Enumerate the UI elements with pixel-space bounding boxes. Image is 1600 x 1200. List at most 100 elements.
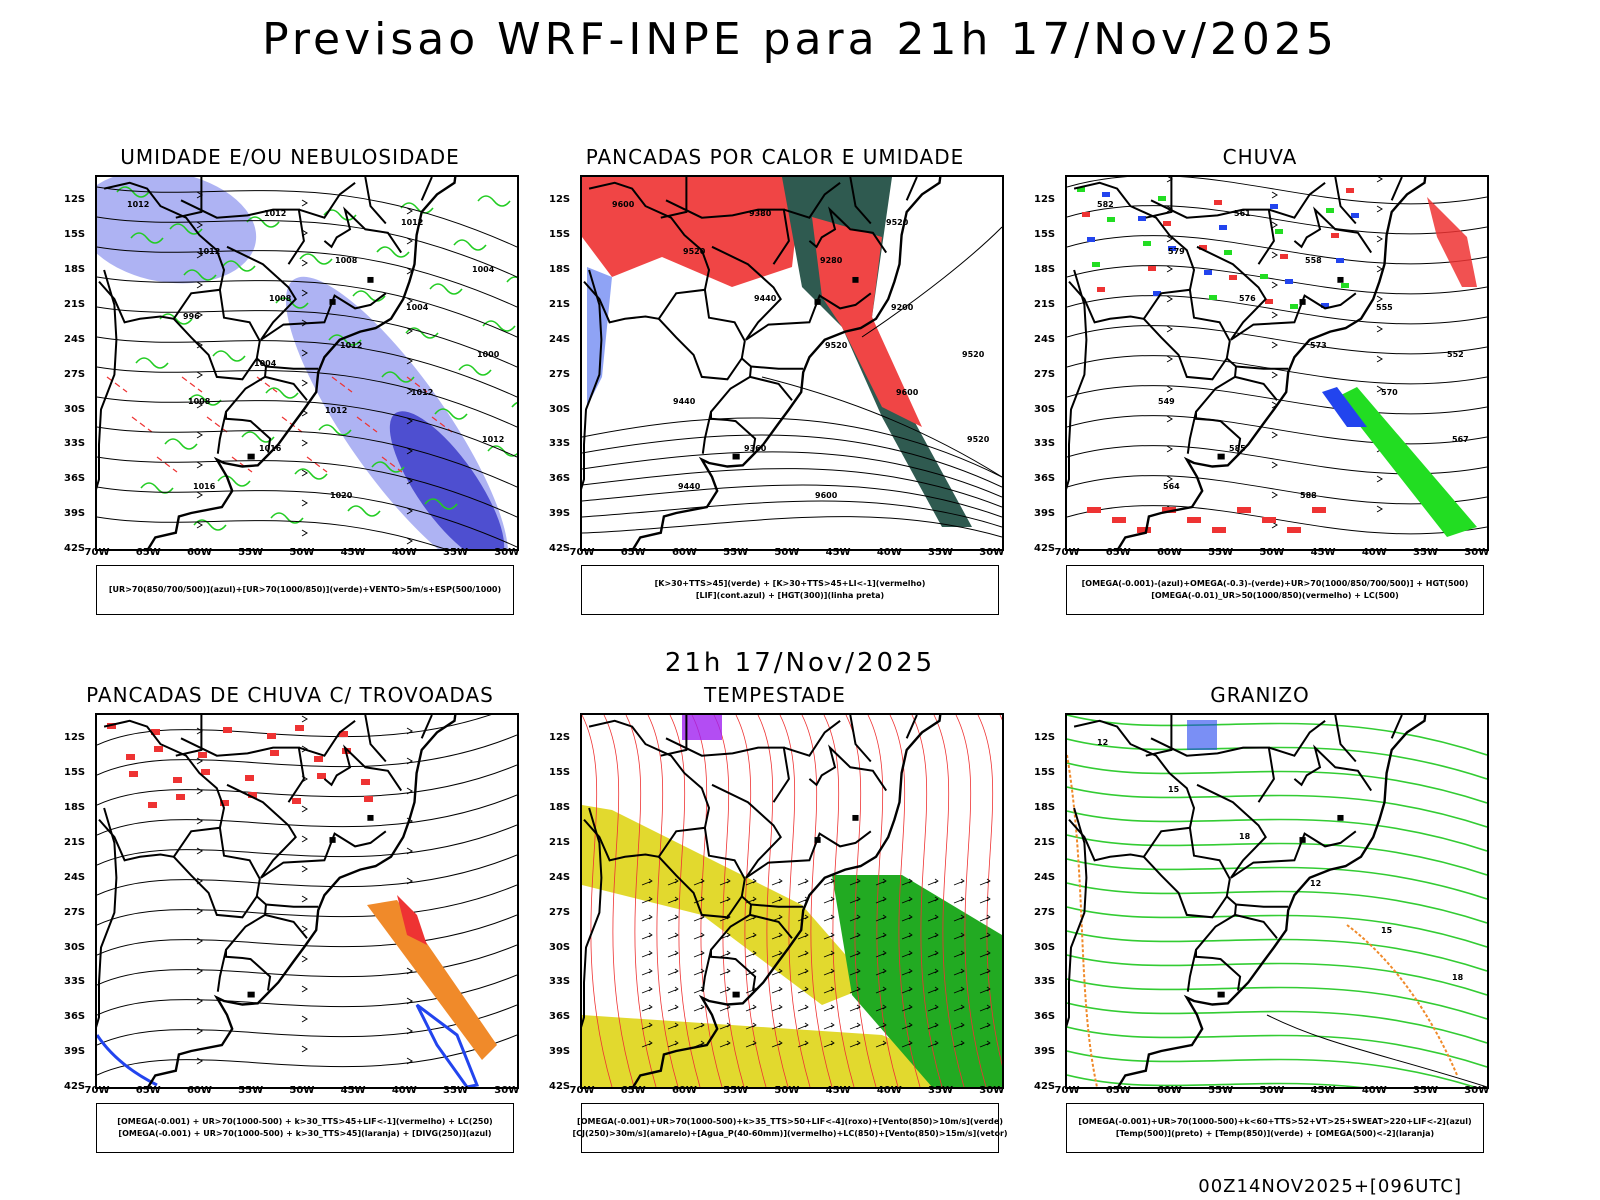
latitude-label: 18S bbox=[64, 264, 86, 275]
latitude-label: 42S bbox=[549, 543, 571, 554]
lake-shape bbox=[1337, 276, 1344, 283]
longitude-label: 45W bbox=[340, 1085, 366, 1096]
latitude-label: 18S bbox=[1034, 264, 1056, 275]
latitude-label: 42S bbox=[1034, 1081, 1056, 1092]
lake-shape bbox=[1337, 814, 1344, 821]
border-line bbox=[1186, 411, 1197, 454]
border-line bbox=[582, 807, 603, 1028]
longitude-label: 55W bbox=[1208, 547, 1234, 558]
contour-label: 1012 bbox=[325, 406, 347, 415]
latitude-label: 27S bbox=[1034, 906, 1056, 918]
border-line bbox=[1143, 289, 1231, 381]
border-line bbox=[905, 177, 918, 201]
contour-label: 1012 bbox=[198, 247, 220, 256]
contour-label: 1004 bbox=[406, 303, 429, 312]
border-line bbox=[701, 411, 712, 454]
longitude-label: 65W bbox=[1105, 547, 1131, 558]
border-line bbox=[1390, 177, 1403, 201]
latitude-label: 12S bbox=[549, 732, 571, 744]
border-line bbox=[216, 949, 227, 992]
legend-text: [OMEGA(-0.001)+UR>70(1000-500)+k>35_TTS>… bbox=[577, 1117, 1003, 1126]
lake-shape bbox=[247, 991, 255, 998]
border-line bbox=[1186, 949, 1197, 992]
coastline bbox=[1116, 715, 1427, 1087]
latitude-label: 39S bbox=[64, 508, 86, 520]
border-line bbox=[420, 177, 433, 201]
latitude-label: 36S bbox=[1034, 1011, 1056, 1023]
latitude-label: 24S bbox=[64, 333, 86, 345]
latitude-label: 39S bbox=[1034, 508, 1056, 520]
contour-label: 1008 bbox=[269, 294, 292, 303]
longitude-label: 30W bbox=[1464, 1085, 1490, 1096]
lake-shape bbox=[732, 991, 740, 998]
legend-text: [OMEGA(-0.001) + UR>70(1000-500) + k>30_… bbox=[117, 1117, 493, 1126]
border-line bbox=[1268, 720, 1326, 757]
border-line bbox=[1196, 783, 1357, 879]
border-line bbox=[264, 375, 308, 401]
longitude-label: 60W bbox=[1156, 547, 1182, 558]
latitude-label: 12S bbox=[549, 194, 571, 206]
border-line bbox=[265, 903, 319, 908]
border-line bbox=[97, 269, 118, 490]
latitude-label: 18S bbox=[549, 802, 571, 813]
latitude-label: 36S bbox=[549, 473, 571, 485]
border-line bbox=[783, 720, 841, 757]
longitude-label: 70W bbox=[569, 547, 595, 558]
coastline bbox=[1116, 177, 1427, 549]
contour-label: 1012 bbox=[127, 200, 149, 209]
contour-label: 582 bbox=[1097, 200, 1114, 209]
legend-text: [CJ(250)>30m/s](amarelo)+[Agua_P(40-60mm… bbox=[572, 1129, 1008, 1138]
longitude-label: 70W bbox=[1054, 1085, 1080, 1096]
lake-shape bbox=[814, 837, 821, 843]
legend-text: [OMEGA(-0.01)_UR>50(1000/850)(vermelho) … bbox=[1151, 591, 1399, 600]
longitude-label: 60W bbox=[671, 547, 697, 558]
border-line bbox=[175, 177, 203, 219]
legend-box: [OMEGA(-0.001) + UR>70(1000-500) + k>30_… bbox=[96, 1103, 514, 1153]
border-line bbox=[750, 365, 804, 370]
latitude-label: 15S bbox=[1034, 767, 1056, 779]
longitude-label: 65W bbox=[135, 1085, 161, 1096]
legend-text: [Temp(500)](preto) + [Temp(850)](verde) … bbox=[1115, 1129, 1435, 1138]
border-line bbox=[582, 269, 603, 490]
latitude-label: 18S bbox=[64, 802, 86, 813]
contour-label: 1012 bbox=[401, 218, 423, 227]
contour-label: 555 bbox=[1376, 303, 1393, 312]
latitude-label: 15S bbox=[549, 229, 571, 241]
longitude-label: 45W bbox=[1310, 547, 1336, 558]
border-line bbox=[1334, 715, 1357, 763]
contour-label: 9440 bbox=[754, 294, 777, 303]
longitude-label: 70W bbox=[1054, 547, 1080, 558]
border-line bbox=[1150, 737, 1275, 803]
border-line bbox=[749, 375, 793, 401]
contour-label: 18 bbox=[1452, 973, 1464, 982]
map-svg bbox=[582, 715, 1002, 1087]
latitude-label: 33S bbox=[549, 976, 571, 988]
longitude-label: 40W bbox=[876, 547, 902, 558]
longitude-label: 60W bbox=[186, 547, 212, 558]
longitude-label: 70W bbox=[84, 547, 110, 558]
contour-label: 1016 bbox=[259, 444, 282, 453]
panel-title: TEMPESTADE bbox=[704, 683, 846, 707]
longitude-label: 60W bbox=[186, 1085, 212, 1096]
longitude-label: 65W bbox=[1105, 1085, 1131, 1096]
longitude-label: 60W bbox=[671, 1085, 697, 1096]
contour-label: 567 bbox=[1452, 435, 1469, 444]
map-panel-chuva: CHUVA 582 579 576 573 570 567 564 561 558 555 552 54… bbox=[1010, 145, 1490, 615]
latitude-label: 42S bbox=[64, 543, 86, 554]
map-panel-tempestade: TEMPESTADE 12S 15S 18S 21S 24S 27S 30S 33S 36S 39S… bbox=[525, 683, 1008, 1153]
border-line bbox=[1067, 269, 1088, 490]
border-line bbox=[701, 949, 712, 992]
border-line bbox=[905, 715, 918, 739]
border-line bbox=[750, 903, 804, 908]
contour-label: 9380 bbox=[749, 209, 772, 218]
latitude-label: 30S bbox=[64, 403, 86, 415]
latitude-label: 21S bbox=[64, 836, 86, 848]
longitude-label: 55W bbox=[723, 1085, 749, 1096]
lake-shape bbox=[367, 276, 374, 283]
longitude-label: 30W bbox=[979, 547, 1005, 558]
border-line bbox=[323, 744, 403, 792]
contour-label: 552 bbox=[1447, 350, 1464, 359]
contour-label: 585 bbox=[1229, 444, 1246, 453]
latitude-label: 12S bbox=[1034, 194, 1056, 206]
latitude-label: 30S bbox=[1034, 941, 1056, 953]
